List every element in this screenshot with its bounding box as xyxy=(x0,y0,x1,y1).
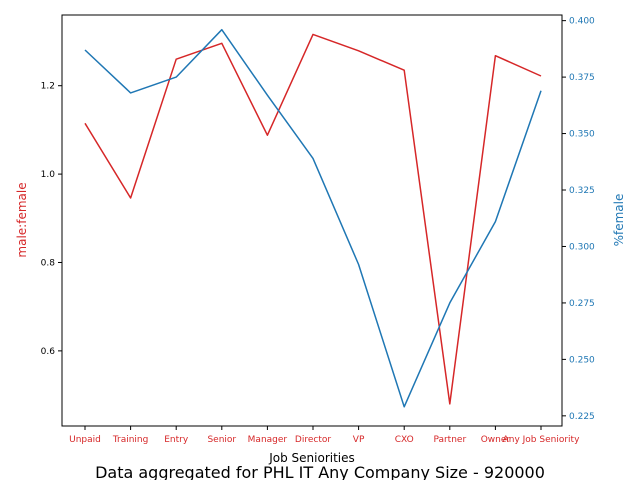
x-tick-label: Entry xyxy=(164,435,189,445)
x-tick-label: Training xyxy=(112,435,149,445)
plot-area-border xyxy=(62,15,562,426)
left-y-axis: 0.6 0.8 1.0 1.2 xyxy=(41,82,62,357)
right-axis-label: %female xyxy=(612,194,626,247)
right-tick-label: 0.250 xyxy=(569,355,595,365)
right-tick-label: 0.275 xyxy=(569,299,595,309)
x-tick-label: Unpaid xyxy=(69,435,101,445)
left-axis-label: male:female xyxy=(15,182,29,257)
right-y-axis: 0.225 0.250 0.275 0.300 0.325 0.350 0.375 0.400 xyxy=(562,17,595,422)
right-tick-label: 0.225 xyxy=(569,412,595,422)
x-axis: Unpaid Training Entry Senior Manager Director… xyxy=(69,426,580,445)
series-layer xyxy=(85,30,541,407)
left-tick-label: 0.6 xyxy=(41,347,56,357)
left-tick-label: 1.0 xyxy=(41,170,56,180)
x-tick-label: Any Job Seniority xyxy=(503,435,580,445)
right-tick-label: 0.350 xyxy=(569,130,595,140)
left-tick-label: 1.2 xyxy=(41,82,55,92)
right-tick-label: 0.325 xyxy=(569,186,595,196)
x-tick-label: Partner xyxy=(433,435,466,445)
x-tick-label: VP xyxy=(353,435,365,445)
x-tick-label: Manager xyxy=(248,435,288,445)
right-tick-label: 0.300 xyxy=(569,242,595,252)
x-tick-label: CXO xyxy=(395,435,414,445)
figure-caption: Data aggregated for PHL IT Any Company S… xyxy=(95,463,545,480)
x-tick-label: Senior xyxy=(207,435,236,445)
right-tick-label: 0.375 xyxy=(569,73,595,83)
left-tick-label: 0.8 xyxy=(41,258,56,268)
x-tick-label: Director xyxy=(295,435,331,445)
plot-frame xyxy=(62,15,562,426)
right-tick-label: 0.400 xyxy=(569,17,595,27)
percent-female-line xyxy=(85,30,541,407)
male-female-ratio-line xyxy=(85,34,541,404)
